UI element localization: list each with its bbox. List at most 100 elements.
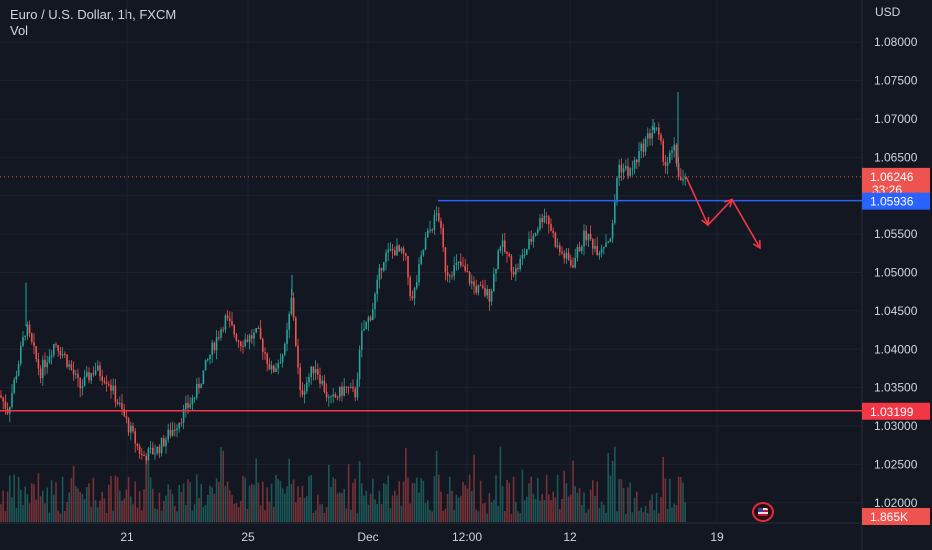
candle-body <box>653 127 656 133</box>
candle-body <box>475 285 477 293</box>
volume-bar <box>620 479 623 522</box>
volume-bar <box>268 501 271 522</box>
volume-bar <box>521 469 524 522</box>
volume-bar <box>191 510 194 522</box>
volume-bar <box>143 489 145 522</box>
candle-body <box>141 454 143 456</box>
candle-body <box>132 425 134 432</box>
volume-bar <box>671 507 673 522</box>
candle-body <box>149 447 152 449</box>
volume-bar <box>416 477 418 522</box>
volume-bar <box>185 504 187 522</box>
volume-bar <box>607 452 609 522</box>
candle-body <box>517 268 519 270</box>
volume-bar <box>341 493 343 522</box>
volume-bar <box>565 483 568 522</box>
candle-body <box>222 329 224 331</box>
volume-bar <box>308 476 310 522</box>
volume-label[interactable]: Vol <box>10 23 29 38</box>
chart-legend: Euro / U.S. Dollar, 1h, FXCM Vol <box>10 7 176 39</box>
candle-body <box>70 364 73 370</box>
candle-body <box>191 398 194 405</box>
volume-bar <box>376 503 378 522</box>
candle-body <box>53 344 55 356</box>
symbol-title[interactable]: Euro / U.S. Dollar, 1h, FXCM <box>10 7 177 22</box>
candle-body <box>229 318 231 322</box>
volume-bar <box>385 484 387 522</box>
candle-body <box>543 215 546 223</box>
volume-bar <box>600 501 603 522</box>
volume-bar <box>587 509 590 522</box>
volume-bar <box>114 475 117 522</box>
price-scale[interactable]: USD 1.080001.075001.070001.065001.060001… <box>874 5 918 510</box>
time-tick-label: 12:00 <box>452 530 482 544</box>
candle-body <box>26 324 29 336</box>
volume-bar <box>290 483 293 522</box>
candle-body <box>273 365 275 372</box>
candle-body <box>444 247 447 273</box>
volume-bar <box>28 503 31 522</box>
time-scale[interactable]: 21 25 Dec 12:00 12 19 <box>120 530 724 544</box>
volume-bar <box>339 492 341 522</box>
volume-bar <box>35 499 37 522</box>
candle-body <box>581 246 583 252</box>
volume-bar <box>319 504 321 522</box>
candle-body <box>264 352 266 354</box>
support-tag: 1.03199 <box>870 405 914 419</box>
volume-bar <box>499 446 502 522</box>
volume-bar <box>323 512 326 522</box>
volume-bar <box>187 479 189 522</box>
volume-bar <box>220 447 222 522</box>
candle-body <box>611 223 614 239</box>
volume-bar <box>585 512 587 522</box>
volume-bar <box>26 494 29 522</box>
volume-bar <box>490 502 493 522</box>
price-tick-label: 1.05000 <box>874 266 918 280</box>
candle-body <box>402 248 405 254</box>
volume-bar <box>174 505 176 522</box>
candle-body <box>28 324 31 334</box>
volume-bar <box>411 483 414 522</box>
candle-body <box>350 386 352 388</box>
volume-bar <box>110 476 112 522</box>
candle-body <box>363 329 365 331</box>
candle-body <box>486 289 488 296</box>
candle-body <box>462 265 464 267</box>
price-tick-label: 1.04500 <box>874 304 918 318</box>
candle-body <box>521 254 524 259</box>
volume-bar <box>163 500 165 522</box>
horizontal-levels[interactable] <box>0 176 862 412</box>
candle-body <box>253 332 255 339</box>
candle-body <box>592 239 594 249</box>
candle-body <box>308 377 310 383</box>
volume-bar <box>409 503 411 522</box>
volume-bar <box>4 510 7 522</box>
projection-arrowhead <box>724 198 734 208</box>
projection-drawing[interactable] <box>685 176 761 250</box>
economic-event-flag-icon[interactable] <box>752 502 774 522</box>
candle-body <box>251 335 253 339</box>
candle-body <box>75 373 77 375</box>
candle-body <box>488 289 491 302</box>
candle-body <box>471 281 473 284</box>
candle-body <box>352 386 354 389</box>
candle-body <box>116 402 119 405</box>
volume-bar <box>86 486 88 522</box>
volume-bar <box>424 503 427 522</box>
candle-body <box>684 177 686 179</box>
volume-bar <box>567 496 570 522</box>
volume-bar <box>438 474 440 522</box>
candle-body <box>330 396 332 398</box>
candle-body <box>552 230 554 233</box>
candle-body <box>163 438 165 447</box>
volume-bar <box>576 492 579 522</box>
candle-body <box>224 315 227 330</box>
candle-body <box>48 356 51 363</box>
volume-bar <box>682 482 684 522</box>
candle-body <box>317 369 319 375</box>
volume-bar <box>343 488 345 522</box>
volume-bar <box>477 511 480 522</box>
candle-body <box>387 249 389 253</box>
candle-body <box>669 152 671 163</box>
